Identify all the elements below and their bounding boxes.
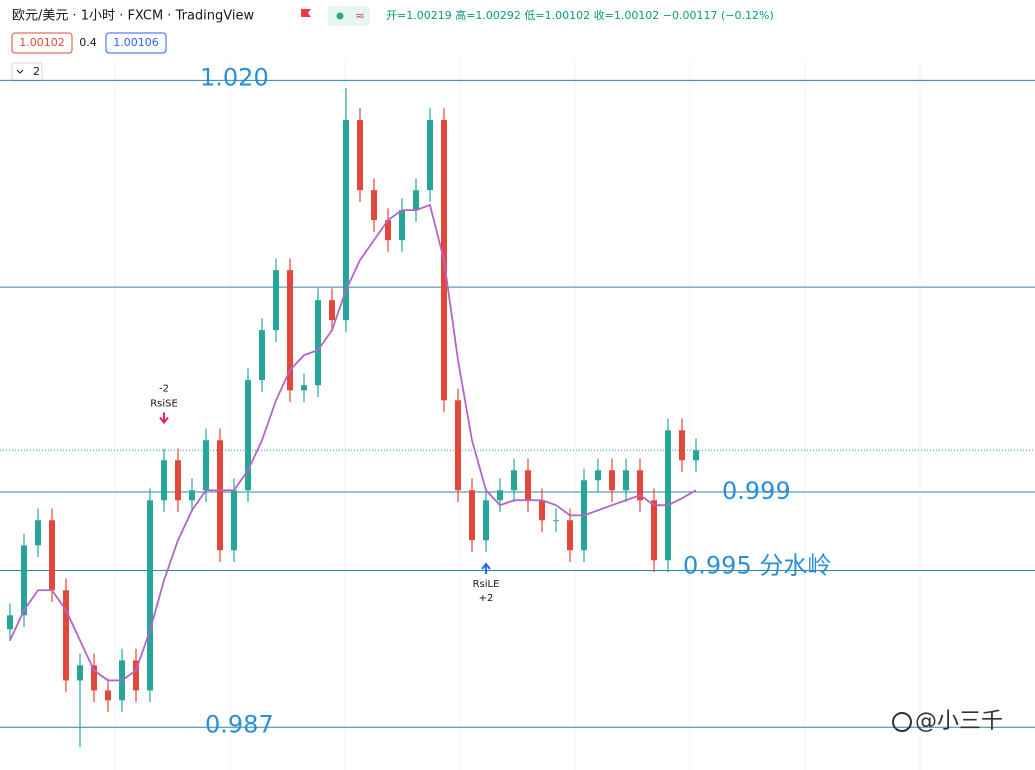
status-dot — [336, 12, 344, 20]
sell-price: 1.00102 — [19, 36, 65, 49]
candle-body — [399, 210, 405, 241]
status-badge[interactable] — [328, 6, 370, 26]
candle-body — [35, 520, 41, 546]
candle-body — [553, 520, 559, 522]
signal-arrow — [481, 562, 491, 575]
candle-body — [651, 500, 657, 561]
candle-body — [679, 430, 685, 461]
candle-body — [525, 470, 531, 501]
level-label: 0.999 — [722, 477, 791, 505]
candle-body — [245, 380, 251, 491]
candle-body — [7, 615, 13, 630]
indicator-count: 2 — [33, 65, 40, 78]
candle-body — [343, 119, 349, 321]
candle-body — [259, 330, 265, 381]
buy-price: 1.00106 — [113, 36, 159, 49]
signal-name: RsiSE — [150, 399, 178, 410]
candle-body — [385, 220, 391, 241]
candle-body — [665, 430, 671, 561]
signal-arrow — [159, 412, 169, 425]
candle-body — [413, 190, 419, 211]
candle-body — [469, 490, 475, 541]
signal-name: +2 — [479, 593, 494, 604]
candle-body — [63, 590, 69, 681]
candle-body — [77, 665, 83, 681]
candle-body — [609, 470, 615, 491]
candle-body — [175, 460, 181, 501]
level-label: 0.987 — [205, 710, 274, 738]
candle-body — [637, 470, 643, 501]
level-label: 1.020 — [200, 63, 269, 91]
candle-body — [371, 190, 377, 221]
indicator-toggle[interactable] — [11, 62, 43, 82]
watermark-logo — [892, 712, 912, 732]
watermark: @小三千 — [915, 709, 1003, 734]
candle-body — [21, 545, 27, 616]
candle-body — [147, 500, 153, 691]
candle-body — [427, 119, 433, 191]
symbol-title: 欧元/美元 · 1小时 · FXCM · TradingView — [12, 9, 254, 24]
spread: 0.4 — [79, 36, 97, 49]
buy-button[interactable] — [105, 32, 167, 54]
candle-body — [497, 490, 503, 501]
candle-body — [455, 400, 461, 491]
candle-body — [483, 500, 489, 541]
candle-body — [49, 520, 55, 591]
candle-body — [287, 270, 293, 391]
flag-icon[interactable] — [301, 9, 311, 17]
candle-body — [693, 450, 699, 461]
candle-body — [511, 470, 517, 491]
sell-button[interactable] — [11, 32, 73, 54]
candle-body — [273, 270, 279, 331]
candle-body — [301, 385, 307, 391]
ohlc-values: 开=1.00219 高=1.00292 低=1.00102 收=1.00102 … — [386, 8, 774, 22]
candle-body — [217, 440, 223, 551]
candle-body — [315, 300, 321, 386]
candle-body — [231, 490, 237, 551]
chevron — [16, 69, 24, 74]
status-icon: ≈ — [355, 9, 365, 23]
candle-body — [567, 520, 573, 551]
candle-body — [539, 500, 545, 521]
candle-body — [357, 119, 363, 191]
candle-body — [329, 300, 335, 321]
candle-body — [105, 690, 111, 701]
candle-body — [91, 665, 97, 691]
signal-label: RsiLE — [473, 579, 500, 590]
candle-body — [595, 470, 601, 481]
moving-average — [9, 203, 697, 682]
candle-body — [623, 470, 629, 491]
candle-body — [161, 460, 167, 501]
level-label: 0.995 分水岭 — [683, 551, 831, 579]
candle-body — [189, 490, 195, 501]
candle-body — [133, 660, 139, 691]
signal-label: -2 — [159, 384, 169, 395]
candle-body — [203, 440, 209, 491]
